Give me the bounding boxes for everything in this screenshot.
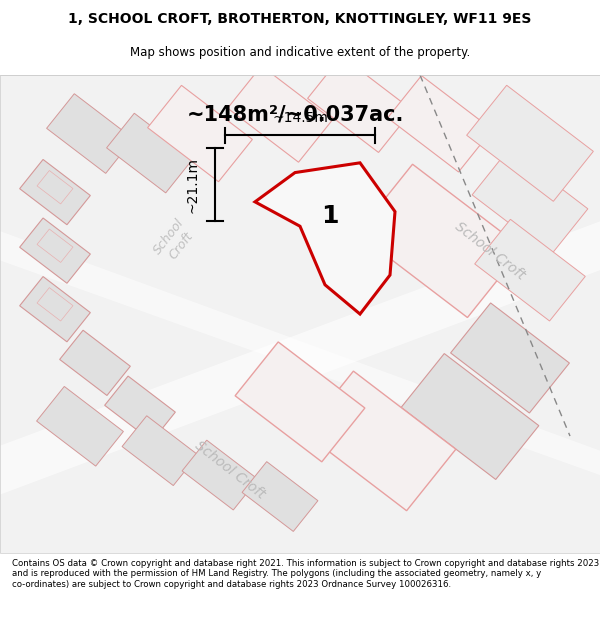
Polygon shape [235, 342, 365, 462]
Text: School Croft: School Croft [452, 219, 528, 282]
Polygon shape [37, 386, 124, 466]
Text: 1: 1 [321, 204, 339, 229]
Polygon shape [104, 376, 175, 441]
Polygon shape [388, 76, 493, 172]
Polygon shape [107, 113, 193, 193]
Polygon shape [475, 219, 585, 321]
Text: ~148m²/~0.037ac.: ~148m²/~0.037ac. [187, 104, 404, 124]
Text: 1, SCHOOL CROFT, BROTHERTON, KNOTTINGLEY, WF11 9ES: 1, SCHOOL CROFT, BROTHERTON, KNOTTINGLEY… [68, 12, 532, 26]
Polygon shape [182, 440, 258, 510]
Text: ~21.1m: ~21.1m [186, 157, 200, 212]
Polygon shape [451, 303, 569, 413]
Polygon shape [357, 164, 523, 318]
Polygon shape [0, 221, 600, 494]
Text: School
Croft: School Croft [151, 216, 199, 266]
Text: Map shows position and indicative extent of the property.: Map shows position and indicative extent… [130, 46, 470, 59]
Polygon shape [20, 276, 91, 342]
Polygon shape [148, 86, 253, 182]
Polygon shape [255, 163, 395, 314]
Polygon shape [47, 94, 133, 173]
Text: ~14.5m: ~14.5m [272, 111, 328, 125]
Text: Contains OS data © Crown copyright and database right 2021. This information is : Contains OS data © Crown copyright and d… [12, 559, 599, 589]
Polygon shape [308, 56, 412, 152]
Polygon shape [401, 354, 539, 479]
Polygon shape [304, 371, 456, 511]
Polygon shape [122, 416, 198, 486]
Text: School Croft: School Croft [192, 439, 268, 502]
Polygon shape [20, 218, 91, 283]
Polygon shape [20, 159, 91, 225]
Polygon shape [227, 66, 332, 162]
Polygon shape [472, 149, 588, 255]
Polygon shape [467, 85, 593, 201]
Polygon shape [59, 330, 130, 396]
Polygon shape [0, 75, 600, 553]
Polygon shape [0, 231, 600, 475]
Polygon shape [242, 462, 318, 531]
